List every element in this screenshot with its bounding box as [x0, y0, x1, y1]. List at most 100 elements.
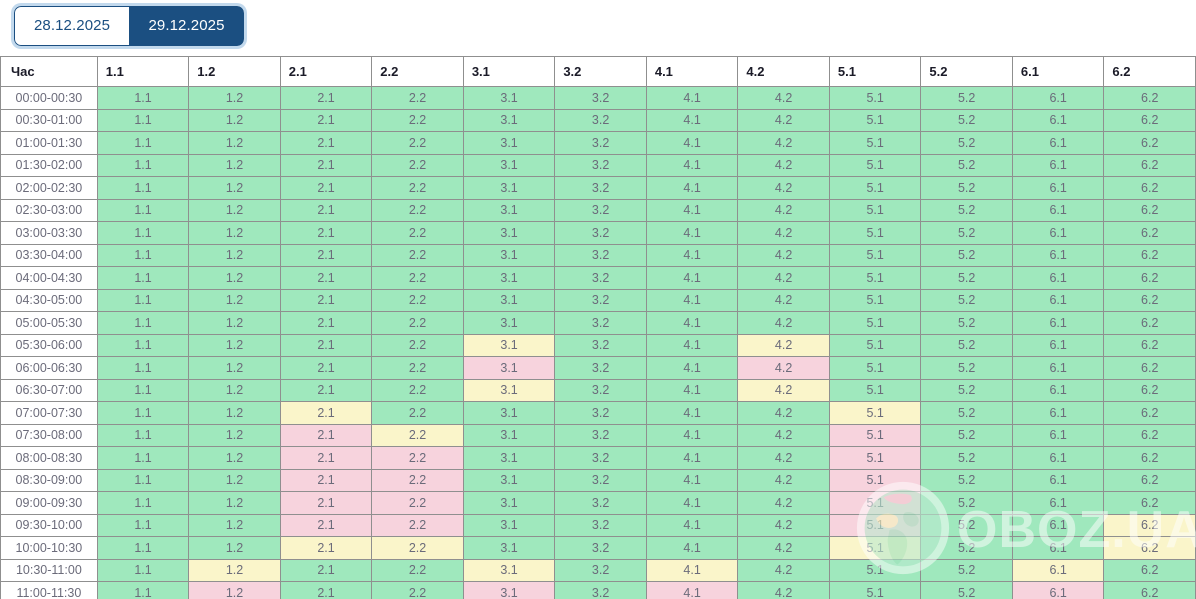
schedule-cell[interactable]: 2.1 [279, 401, 373, 425]
schedule-cell[interactable]: 3.2 [554, 288, 647, 312]
schedule-cell[interactable]: 6.1 [1011, 176, 1105, 200]
schedule-cell[interactable]: 4.2 [737, 513, 830, 537]
schedule-cell[interactable]: 3.2 [554, 108, 647, 132]
schedule-cell[interactable]: 1.2 [188, 288, 281, 312]
schedule-cell[interactable]: 3.2 [554, 86, 647, 110]
schedule-cell[interactable]: 2.1 [279, 446, 373, 470]
schedule-cell[interactable]: 6.1 [1011, 446, 1105, 470]
schedule-cell[interactable]: 2.2 [371, 378, 464, 402]
schedule-cell[interactable]: 4.1 [645, 198, 739, 222]
schedule-cell[interactable]: 4.1 [645, 378, 739, 402]
schedule-cell[interactable]: 1.1 [96, 131, 190, 155]
schedule-cell[interactable]: 6.2 [1103, 356, 1196, 380]
schedule-cell[interactable]: 2.1 [279, 378, 373, 402]
schedule-cell[interactable]: 6.2 [1103, 153, 1196, 177]
schedule-cell[interactable]: 5.1 [828, 131, 922, 155]
schedule-cell[interactable]: 6.1 [1011, 356, 1105, 380]
schedule-cell[interactable]: 1.1 [96, 401, 190, 425]
schedule-cell[interactable]: 5.1 [828, 356, 922, 380]
schedule-cell[interactable]: 2.2 [371, 581, 464, 599]
schedule-cell[interactable]: 1.2 [188, 153, 281, 177]
schedule-cell[interactable]: 6.1 [1011, 401, 1105, 425]
schedule-cell[interactable]: 5.1 [828, 198, 922, 222]
schedule-cell[interactable]: 2.2 [371, 131, 464, 155]
schedule-cell[interactable]: 5.1 [828, 176, 922, 200]
schedule-cell[interactable]: 6.1 [1011, 423, 1105, 447]
schedule-cell[interactable]: 3.2 [554, 243, 647, 267]
schedule-cell[interactable]: 3.2 [554, 333, 647, 357]
schedule-cell[interactable]: 4.1 [645, 221, 739, 245]
schedule-cell[interactable]: 2.2 [371, 491, 464, 515]
schedule-cell[interactable]: 6.1 [1011, 558, 1105, 582]
schedule-cell[interactable]: 2.1 [279, 356, 373, 380]
schedule-cell[interactable]: 2.2 [371, 311, 464, 335]
schedule-cell[interactable]: 1.2 [188, 131, 281, 155]
schedule-cell[interactable]: 2.1 [279, 288, 373, 312]
schedule-cell[interactable]: 3.1 [462, 243, 556, 267]
schedule-cell[interactable]: 6.1 [1011, 288, 1105, 312]
schedule-cell[interactable]: 2.1 [279, 198, 373, 222]
schedule-cell[interactable]: 3.1 [462, 221, 556, 245]
schedule-cell[interactable]: 3.1 [462, 288, 556, 312]
schedule-cell[interactable]: 1.1 [96, 266, 190, 290]
schedule-cell[interactable]: 2.2 [371, 468, 464, 492]
schedule-cell[interactable]: 4.1 [645, 558, 739, 582]
schedule-cell[interactable]: 5.2 [920, 243, 1013, 267]
schedule-cell[interactable]: 1.2 [188, 176, 281, 200]
schedule-cell[interactable]: 3.2 [554, 153, 647, 177]
schedule-cell[interactable]: 5.1 [828, 108, 922, 132]
schedule-cell[interactable]: 1.2 [188, 513, 281, 537]
schedule-cell[interactable]: 4.2 [737, 221, 830, 245]
schedule-cell[interactable]: 5.2 [920, 221, 1013, 245]
schedule-cell[interactable]: 5.1 [828, 333, 922, 357]
schedule-cell[interactable]: 2.1 [279, 491, 373, 515]
schedule-cell[interactable]: 1.2 [188, 446, 281, 470]
schedule-cell[interactable]: 3.2 [554, 491, 647, 515]
schedule-cell[interactable]: 2.2 [371, 221, 464, 245]
schedule-cell[interactable]: 6.2 [1103, 86, 1196, 110]
schedule-cell[interactable]: 3.1 [462, 311, 556, 335]
schedule-cell[interactable]: 2.2 [371, 266, 464, 290]
schedule-cell[interactable]: 6.1 [1011, 198, 1105, 222]
schedule-cell[interactable]: 2.2 [371, 536, 464, 560]
schedule-cell[interactable]: 6.1 [1011, 131, 1105, 155]
schedule-cell[interactable]: 1.1 [96, 176, 190, 200]
schedule-cell[interactable]: 5.2 [920, 176, 1013, 200]
schedule-cell[interactable]: 2.1 [279, 108, 373, 132]
schedule-cell[interactable]: 1.1 [96, 356, 190, 380]
schedule-cell[interactable]: 6.2 [1103, 131, 1196, 155]
schedule-cell[interactable]: 3.1 [462, 378, 556, 402]
schedule-cell[interactable]: 2.2 [371, 243, 464, 267]
schedule-cell[interactable]: 6.2 [1103, 243, 1196, 267]
schedule-cell[interactable]: 6.1 [1011, 266, 1105, 290]
schedule-cell[interactable]: 1.1 [96, 491, 190, 515]
schedule-cell[interactable]: 3.1 [462, 401, 556, 425]
schedule-cell[interactable]: 1.1 [96, 288, 190, 312]
schedule-cell[interactable]: 4.1 [645, 356, 739, 380]
schedule-cell[interactable]: 6.2 [1103, 311, 1196, 335]
schedule-cell[interactable]: 3.1 [462, 176, 556, 200]
schedule-cell[interactable]: 6.2 [1103, 401, 1196, 425]
schedule-cell[interactable]: 5.1 [828, 581, 922, 599]
schedule-cell[interactable]: 1.2 [188, 558, 281, 582]
schedule-cell[interactable]: 4.1 [645, 491, 739, 515]
schedule-cell[interactable]: 1.2 [188, 221, 281, 245]
schedule-cell[interactable]: 1.2 [188, 86, 281, 110]
schedule-cell[interactable]: 3.1 [462, 558, 556, 582]
schedule-cell[interactable]: 5.1 [828, 401, 922, 425]
schedule-cell[interactable]: 6.2 [1103, 491, 1196, 515]
schedule-cell[interactable]: 1.1 [96, 86, 190, 110]
schedule-cell[interactable]: 4.2 [737, 243, 830, 267]
schedule-cell[interactable]: 5.2 [920, 288, 1013, 312]
schedule-cell[interactable]: 5.1 [828, 423, 922, 447]
schedule-cell[interactable]: 2.1 [279, 176, 373, 200]
schedule-cell[interactable]: 3.2 [554, 378, 647, 402]
schedule-cell[interactable]: 4.1 [645, 86, 739, 110]
schedule-cell[interactable]: 4.1 [645, 243, 739, 267]
schedule-cell[interactable]: 1.1 [96, 108, 190, 132]
schedule-cell[interactable]: 2.1 [279, 581, 373, 599]
schedule-cell[interactable]: 6.2 [1103, 266, 1196, 290]
schedule-cell[interactable]: 4.2 [737, 581, 830, 599]
schedule-cell[interactable]: 3.2 [554, 513, 647, 537]
schedule-cell[interactable]: 5.2 [920, 446, 1013, 470]
